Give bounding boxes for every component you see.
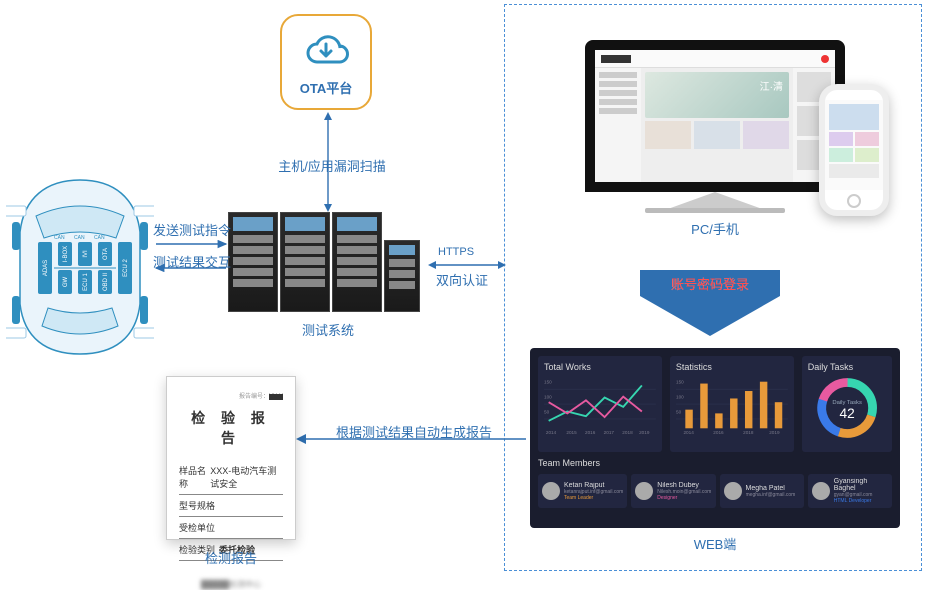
report-label: 检测报告	[166, 548, 296, 567]
svg-text:50: 50	[544, 409, 550, 414]
dash-title-3: Daily Tasks	[808, 362, 886, 372]
ota-label: OTA平台	[300, 78, 352, 97]
ota-node: OTA平台	[280, 14, 372, 110]
svg-text:150: 150	[676, 380, 684, 385]
svg-text:2017: 2017	[604, 430, 615, 435]
svg-text:CAN: CAN	[74, 235, 85, 241]
svg-text:50: 50	[676, 409, 682, 414]
svg-text:100: 100	[676, 394, 684, 399]
cloud-download-icon	[300, 28, 352, 72]
svg-text:150: 150	[544, 380, 552, 385]
svg-text:2014: 2014	[546, 430, 557, 435]
report-node: 报告编号：XX-X 检 验 报 告 样品名称XXX-电动汽车测试安全 型号规格 …	[166, 376, 296, 540]
dash-card-statistics: Statistics 2014 2016 2018 2019 150 100 50	[670, 356, 794, 452]
svg-text:ADAS: ADAS	[43, 260, 49, 276]
team-header: Team Members	[538, 458, 892, 468]
svg-text:2019: 2019	[639, 430, 650, 435]
car-test-label-2: 测试结果交互	[152, 252, 232, 271]
car-test-label-1: 发送测试指令	[152, 220, 232, 239]
svg-text:100: 100	[544, 394, 552, 399]
https-label: HTTPS	[438, 246, 474, 258]
dash-card-total-works: Total Works 2014 2015 2016 2017 2018 2019 15…	[538, 356, 662, 452]
login-arrow: 账号密码登录	[640, 270, 780, 336]
svg-text:CAN: CAN	[94, 235, 105, 241]
car-node: ADAS I-BOX GW IVI ECU 1 OTA OBD II ECU 2…	[6, 176, 154, 358]
login-label: 账号密码登录	[671, 277, 749, 292]
svg-text:2019: 2019	[769, 430, 780, 435]
report-title: 检 验 报 告	[179, 408, 283, 448]
svg-text:I-BOX: I-BOX	[63, 246, 69, 262]
svg-text:2018: 2018	[743, 430, 754, 435]
svg-text:ECU 1: ECU 1	[83, 273, 89, 291]
svg-text:IVI: IVI	[83, 250, 89, 258]
dash-title-2: Statistics	[676, 362, 788, 372]
mutual-auth-label: 双向认证	[436, 270, 488, 289]
svg-text:OBD II: OBD II	[103, 273, 109, 291]
svg-text:GW: GW	[63, 277, 69, 288]
svg-text:2018: 2018	[622, 430, 633, 435]
ota-test-label: 主机/应用漏洞扫描	[272, 156, 392, 175]
svg-text:2015: 2015	[566, 430, 577, 435]
mobile-device	[819, 84, 889, 216]
svg-text:2014: 2014	[683, 430, 694, 435]
web-dashboard: Total Works 2014 2015 2016 2017 2018 2019 15…	[530, 348, 900, 528]
team-card: Gyansingh Baghel gyan@gmail.com HTML Dev…	[808, 474, 892, 508]
web-report-label: 根据测试结果自动生成报告	[336, 422, 492, 441]
svg-text:CAN: CAN	[54, 235, 65, 241]
svg-text:2016: 2016	[585, 430, 596, 435]
svg-text:2016: 2016	[713, 430, 724, 435]
test-system-node: 测试系统	[228, 212, 428, 342]
team-card: Nilesh Dubey Nilesh.moin@gmail.com Desig…	[631, 474, 715, 508]
svg-text:ECU 2: ECU 2	[123, 259, 129, 277]
team-card: Megha Patel megha.inf@gmail.com	[720, 474, 804, 508]
pc-mobile-node: 江·清	[556, 40, 874, 238]
donut-value: 42	[839, 406, 854, 421]
web-label: WEB端	[530, 534, 900, 553]
team-card: Ketan Rajput ketanrajput.inf@gmail.com T…	[538, 474, 627, 508]
dash-title-1: Total Works	[544, 362, 656, 372]
svg-text:OTA: OTA	[103, 248, 109, 260]
test-system-label: 测试系统	[228, 320, 428, 339]
dash-card-daily: Daily Tasks Daily Tasks 42	[802, 356, 892, 452]
pc-mobile-label: PC/手机	[556, 219, 874, 238]
